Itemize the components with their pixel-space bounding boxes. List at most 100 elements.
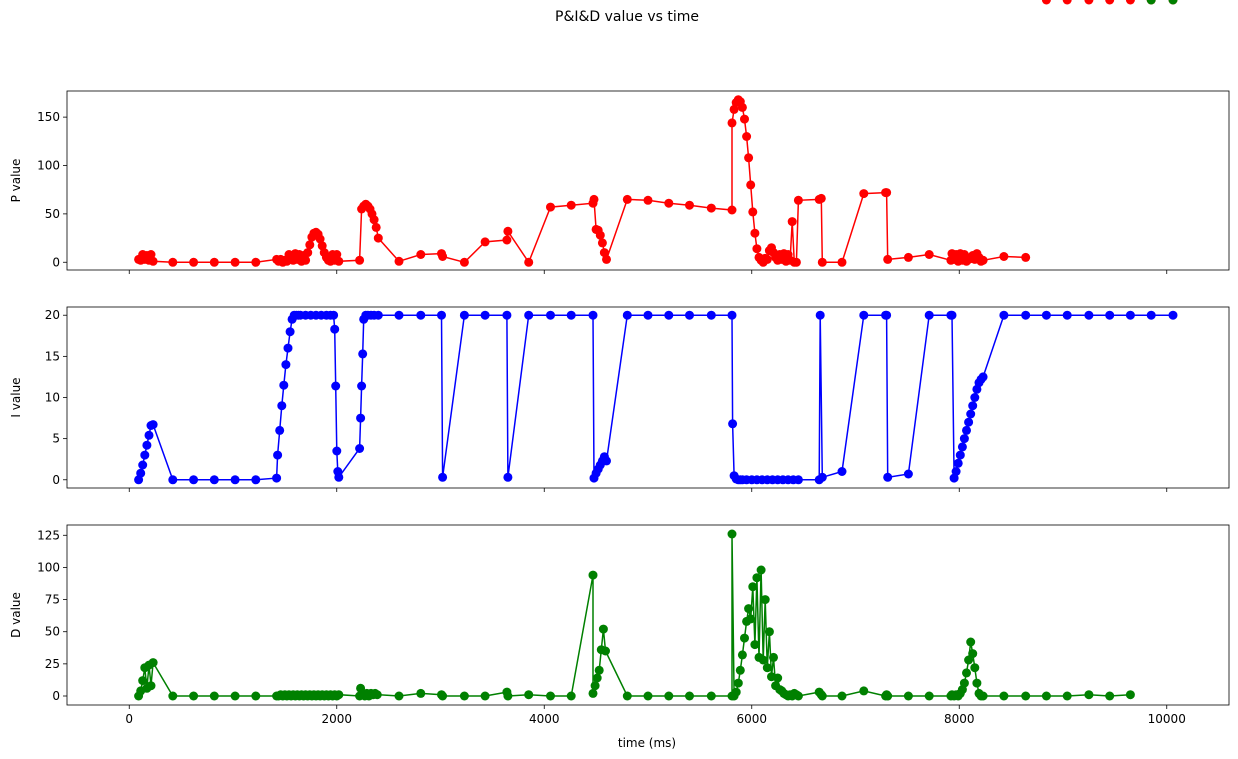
data-point-p (597, 238, 607, 248)
data-point-p (752, 244, 762, 254)
data-point-p (999, 252, 1009, 261)
data-point-i (566, 310, 576, 320)
data-point-i (285, 327, 295, 337)
data-point-p (882, 188, 892, 198)
data-point-i (859, 310, 869, 320)
data-point-p (903, 252, 913, 262)
data-point-p (793, 195, 803, 205)
data-point-i (144, 430, 154, 440)
data-point-p (209, 257, 219, 267)
data-point-p (503, 226, 513, 236)
data-point-d (924, 691, 934, 701)
data-point-i (168, 475, 178, 485)
y-tick-label: 25 (45, 657, 60, 671)
data-point-d (1125, 690, 1135, 700)
data-point-p (189, 257, 199, 267)
data-point-i (882, 310, 892, 320)
data-point-i (275, 425, 285, 435)
data-point-p (737, 102, 747, 112)
data-point-i (1105, 310, 1115, 320)
data-point-d (758, 655, 768, 665)
x-tick-label: 0 (125, 712, 133, 726)
data-point-d (594, 665, 604, 675)
y-tick-label: 100 (37, 560, 60, 574)
y-tick-label: 5 (52, 432, 60, 446)
data-point-d (168, 691, 178, 701)
data-point-d (622, 691, 632, 701)
data-point-p (146, 250, 156, 259)
data-point-i (273, 450, 283, 460)
data-point-p (524, 257, 534, 267)
data-point-i (140, 450, 150, 460)
data-point-i (622, 310, 632, 320)
data-point-d (744, 604, 754, 614)
data-point-i (1146, 310, 1156, 320)
data-point-d (972, 678, 982, 688)
x-tick-label: 10000 (1148, 712, 1186, 726)
data-point-p (416, 250, 426, 259)
data-point-p (746, 180, 756, 190)
y-tick-label: 125 (37, 528, 60, 542)
data-point-d (230, 691, 240, 701)
data-point-d (588, 570, 598, 580)
data-point-i (978, 372, 988, 382)
data-point-i (357, 381, 367, 391)
data-point-i (283, 343, 293, 353)
data-point-d (1146, 0, 1156, 5)
data-point-d (148, 658, 158, 668)
data-point-p (978, 255, 988, 265)
y-tick-label: 20 (45, 308, 60, 322)
data-point-d (590, 681, 600, 691)
chart-title: P&I&D value vs time (555, 9, 699, 25)
y-tick-label: 75 (45, 593, 60, 607)
data-point-p (315, 234, 325, 244)
data-point-d (769, 652, 778, 662)
data-point-p (727, 118, 737, 128)
data-point-i (947, 310, 957, 320)
data-point-p (740, 114, 749, 124)
series-line-p (138, 98, 1026, 264)
data-point-p (1084, 0, 1094, 5)
data-point-d (664, 691, 674, 701)
data-point-d (1041, 691, 1051, 701)
data-point-i (138, 460, 148, 470)
axes-frame-p (66, 90, 1230, 271)
data-point-i (438, 472, 448, 482)
data-point-i (209, 475, 219, 485)
data-point-i (728, 419, 738, 429)
y-tick-label: 50 (45, 625, 60, 639)
data-point-d (978, 691, 988, 701)
data-point-d (372, 690, 382, 700)
y-tick-label: 10 (45, 391, 60, 405)
data-point-d (1084, 690, 1094, 700)
data-point-d (588, 688, 598, 698)
data-point-d (837, 691, 847, 701)
data-point-i (480, 310, 490, 320)
x-axis-label: time (ms) (618, 736, 676, 750)
y-axis-label-i: I value (9, 377, 23, 417)
data-point-d (746, 614, 756, 624)
data-point-d (748, 582, 758, 592)
data-point-i (966, 409, 976, 419)
data-point-i (970, 393, 980, 402)
data-point-d (756, 565, 766, 575)
data-point-p (664, 198, 674, 208)
data-point-d (566, 691, 576, 701)
data-point-p (502, 235, 512, 245)
subplot-i: 0 5 10 15 20 I value (9, 306, 1230, 492)
data-point-d (334, 690, 344, 700)
data-point-i (1168, 310, 1178, 320)
x-tick-label: 6000 (736, 712, 767, 726)
data-point-i (903, 469, 913, 479)
data-point-p (355, 255, 365, 265)
y-axis-label-d: D value (9, 592, 23, 638)
data-point-i (685, 310, 694, 320)
data-point-p (303, 248, 313, 258)
data-point-i (358, 349, 368, 359)
data-point-i (1021, 310, 1031, 320)
data-point-d (189, 691, 199, 701)
data-point-d (1168, 0, 1178, 5)
data-point-i (951, 467, 961, 476)
data-point-d (735, 665, 745, 675)
data-point-d (146, 681, 156, 691)
